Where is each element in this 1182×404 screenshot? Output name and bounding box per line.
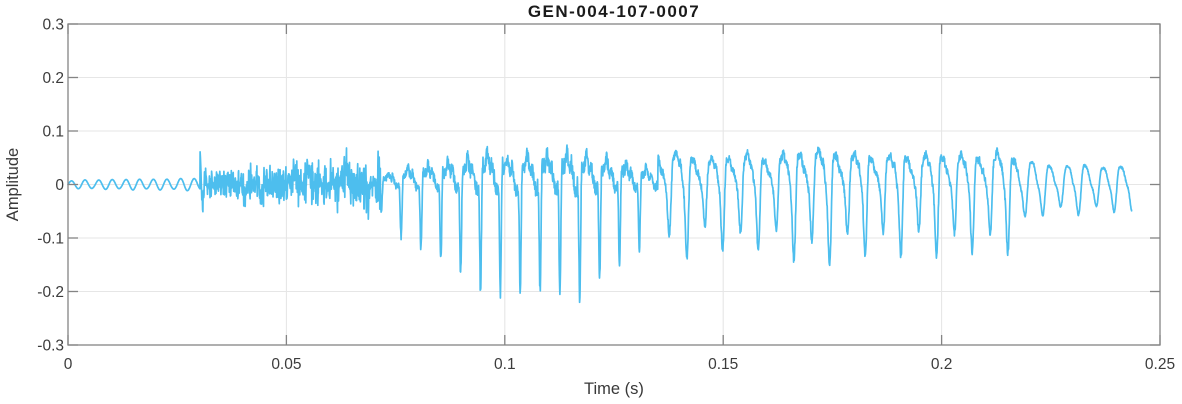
tick-marks <box>67 23 1161 346</box>
x-tick-label: 0.1 <box>494 356 516 373</box>
x-tick-label: 0.15 <box>708 356 738 373</box>
y-tick-label: 0.2 <box>42 70 64 87</box>
chart-title: GEN-004-107-0007 <box>528 2 700 21</box>
x-tick-label: 0.2 <box>931 356 953 373</box>
x-tick-label: 0.25 <box>1145 356 1175 373</box>
tick-labels: 0 0.05 0.1 0.15 0.2 0.25 -0.3 -0.2 -0.1 0 0.1 0.2 0.… <box>37 17 1175 374</box>
y-tick-label: -0.3 <box>37 338 64 355</box>
y-tick-label: 0.1 <box>42 124 64 141</box>
y-tick-label: 0 <box>55 177 64 194</box>
x-axis-label: Time (s) <box>584 380 644 398</box>
x-tick-label: 0 <box>64 356 73 373</box>
x-tick-label: 0.05 <box>271 356 301 373</box>
y-axis-label: Amplitude <box>4 148 22 221</box>
y-tick-label: -0.2 <box>37 284 64 301</box>
waveform-line <box>67 144 1133 304</box>
y-tick-label: -0.1 <box>37 231 64 248</box>
y-tick-label: 0.3 <box>42 17 64 34</box>
